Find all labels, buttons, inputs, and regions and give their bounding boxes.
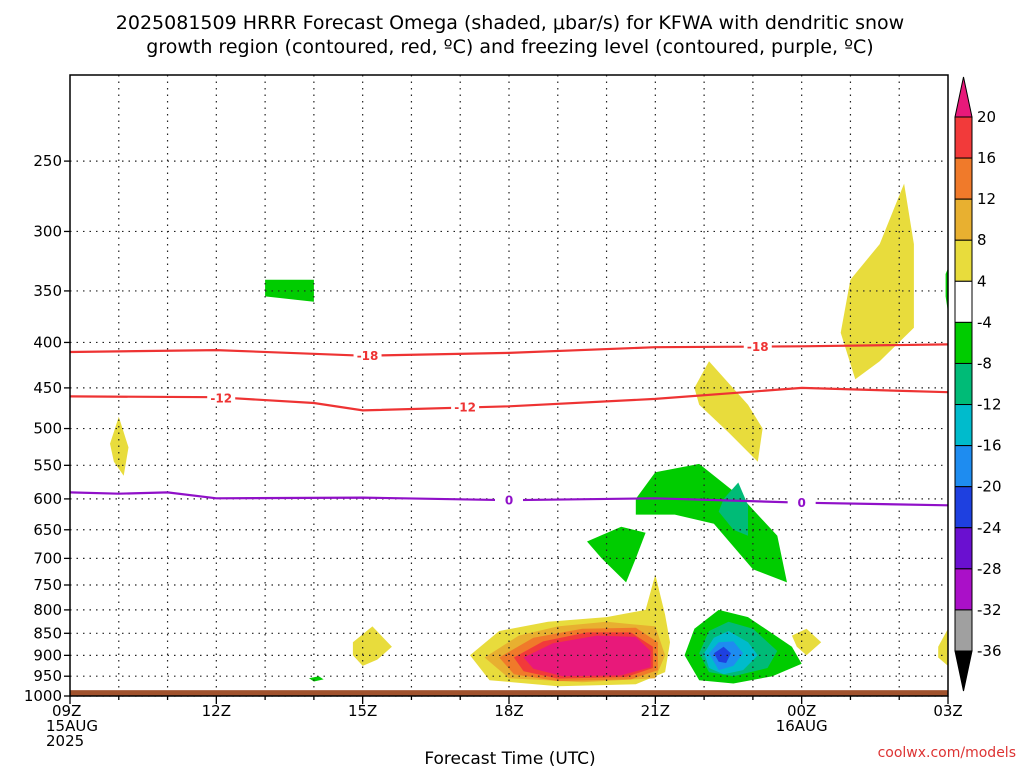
- colorbar-box-1: [954, 157, 973, 200]
- x-tick-label-6-0: 15Z: [348, 702, 377, 720]
- colorbar-box-0: [954, 116, 973, 159]
- colorbar-label-7: -12: [977, 396, 1002, 414]
- colorbar-label-0: 20: [977, 108, 996, 126]
- x-tick-label-3-0: 12Z: [202, 702, 231, 720]
- colorbar-bottom-arrow: [954, 650, 973, 692]
- y-axis-ticks: 250 300 350 400 450 500 550 600 650 700 750 800 850 9…: [24, 152, 70, 705]
- y-tick-label-650: 650: [33, 521, 62, 539]
- y-tick-label-450: 450: [33, 379, 62, 397]
- chart-title-line-2: growth region (contoured, red, ºC) and f…: [146, 36, 873, 58]
- colorbar-label-12: -32: [977, 601, 1002, 619]
- contour-label-bg-dgz_-12-1: [451, 399, 480, 416]
- y-tick-label-1000: 1000: [24, 687, 62, 705]
- y-tick-label-350: 350: [33, 282, 62, 300]
- colorbar-box-12: [954, 609, 973, 652]
- colorbar: 20 16 12 8 4 -4 -8 -12 -16 -20 -24 -28 -32 -36: [954, 76, 1002, 692]
- x-tick-label-18-0: 03Z: [933, 702, 962, 720]
- colorbar-box-6: [954, 362, 973, 406]
- contour-label-dgz_-18-0: -18: [357, 349, 379, 363]
- omega-region-descent-core-22z-20: [713, 646, 731, 663]
- omega-region-descent-mid-20z: [587, 526, 646, 583]
- contour-label-bg-freezing_0-1: [787, 494, 816, 511]
- x-axis-label: Forecast Time (UTC): [424, 749, 595, 768]
- y-tick-label-500: 500: [33, 420, 62, 438]
- x-tick-label-0-0: 09Z: [52, 702, 81, 720]
- surface-layer: [70, 690, 948, 696]
- x-tick-label-12-0: 21Z: [641, 702, 670, 720]
- omega-region-descent-mid-21z-8: [718, 482, 748, 536]
- y-tick-label-800: 800: [33, 601, 62, 619]
- contour-dgz_-18: [69, 343, 949, 357]
- y-tick-label-600: 600: [33, 490, 62, 508]
- chart-title-line-1: 2025081509 HRRR Forecast Omega (shaded, …: [116, 12, 904, 34]
- colorbar-box-10: [954, 527, 973, 570]
- omega-shading: [110, 183, 948, 687]
- omega-region-ascent-low-00z: [791, 628, 822, 656]
- y-tick-label-300: 300: [33, 222, 62, 240]
- contour-label-bg-dgz_-18-1: [743, 338, 772, 355]
- omega-region-ascent-upper-23z: [694, 361, 763, 462]
- omega-region-ascent-low-03z: [938, 628, 948, 666]
- x-tick-label-0-2: 2025: [46, 732, 84, 750]
- contour-label-dgz_-12-1: -12: [454, 401, 476, 415]
- colorbar-box-3: [954, 239, 973, 282]
- y-tick-label-700: 700: [33, 549, 62, 567]
- colorbar-box-5: [954, 321, 973, 364]
- colorbar-label-13: -36: [977, 642, 1002, 660]
- y-tick-label-900: 900: [33, 646, 62, 664]
- omega-region-descent-upper-13z: [265, 279, 314, 302]
- contour-label-bg-freezing_0-0: [495, 492, 523, 509]
- contour-label-freezing_0-1: 0: [797, 496, 805, 510]
- colorbar-label-9: -20: [977, 478, 1002, 496]
- plot-background: [70, 75, 948, 696]
- contour-freezing_0: [69, 491, 949, 507]
- colorbar-label-10: -24: [977, 519, 1002, 537]
- x-tick-label-15-0: 00Z: [787, 702, 816, 720]
- y-tick-label-950: 950: [33, 667, 62, 685]
- surface-ground: [70, 690, 948, 696]
- contour-label-dgz_-18-1: -18: [747, 340, 769, 354]
- y-tick-label-250: 250: [33, 152, 62, 170]
- omega-region-ascent-upper-02z: [840, 183, 914, 380]
- colorbar-label-8: -16: [977, 437, 1002, 455]
- x-tick-label-15-1: 16AUG: [776, 717, 828, 735]
- colorbar-box-11: [954, 568, 973, 611]
- y-tick-label-850: 850: [33, 624, 62, 642]
- colorbar-label-3: 8: [977, 231, 987, 249]
- colorbar-label-4: 4: [977, 272, 987, 290]
- colorbar-box-7: [954, 404, 973, 447]
- x-tick-label-9-0: 18Z: [494, 702, 523, 720]
- contour-label-bg-dgz_-12-0: [207, 390, 236, 407]
- colorbar-label-2: 12: [977, 190, 996, 208]
- colorbar-label-11: -28: [977, 560, 1002, 578]
- contour-label-freezing_0-0: 0: [505, 494, 513, 508]
- colorbar-top-arrow: [954, 76, 973, 118]
- credit-text: coolwx.com/models: [878, 745, 1016, 761]
- colorbar-box-9: [954, 486, 973, 529]
- x-tick-label-0-1: 15AUG: [46, 717, 98, 735]
- colorbar-label-6: -8: [977, 354, 992, 372]
- y-tick-label-750: 750: [33, 576, 62, 594]
- omega-region-ascent-low-15z: [352, 626, 392, 666]
- plot-area: [70, 75, 948, 696]
- y-tick-label-400: 400: [33, 333, 62, 351]
- omega-region-descent-low-14z: [309, 676, 324, 682]
- colorbar-box-2: [954, 198, 973, 241]
- omega-region-ascent-core-20z-20: [523, 635, 651, 677]
- colorbar-label-5: -4: [977, 313, 992, 331]
- colorbar-box-8: [954, 445, 973, 488]
- y-tick-label-550: 550: [33, 456, 62, 474]
- temperature-contours: -18 -18 -12 -12 0 0: [69, 338, 949, 511]
- omega-region-descent-mid-21z: [635, 463, 787, 583]
- contour-label-bg-dgz_-18-0: [353, 347, 382, 364]
- colorbar-label-1: 16: [977, 149, 996, 167]
- colorbar-box-4: [954, 280, 973, 323]
- contour-label-dgz_-12-0: -12: [210, 392, 232, 406]
